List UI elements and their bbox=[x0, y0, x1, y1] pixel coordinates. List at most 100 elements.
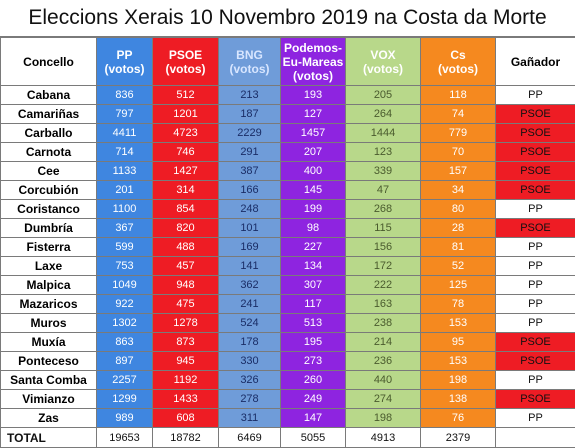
concello-cell: Muxía bbox=[1, 333, 97, 352]
concello-cell: Mazaricos bbox=[1, 295, 97, 314]
concello-cell: Malpica bbox=[1, 276, 97, 295]
psoe-votes-cell: 1192 bbox=[153, 371, 219, 390]
header-vox-unit: (votos) bbox=[346, 62, 420, 76]
cs-votes-cell: 153 bbox=[421, 314, 496, 333]
header-vox: VOX (votos) bbox=[346, 38, 421, 86]
podemos-votes-cell: 98 bbox=[281, 219, 346, 238]
vox-votes-cell: 4913 bbox=[346, 428, 421, 448]
header-cs: Cs (votos) bbox=[421, 38, 496, 86]
bng-votes-cell: 213 bbox=[219, 86, 281, 105]
pp-votes-cell: 863 bbox=[97, 333, 153, 352]
vox-votes-cell: 115 bbox=[346, 219, 421, 238]
bng-votes-cell: 362 bbox=[219, 276, 281, 295]
concello-cell: Zas bbox=[1, 409, 97, 428]
cs-votes-cell: 779 bbox=[421, 124, 496, 143]
vox-votes-cell: 205 bbox=[346, 86, 421, 105]
vox-votes-cell: 238 bbox=[346, 314, 421, 333]
bng-votes-cell: 241 bbox=[219, 295, 281, 314]
bng-votes-cell: 2229 bbox=[219, 124, 281, 143]
concello-cell: Ponteceso bbox=[1, 352, 97, 371]
header-bng-line: BNG bbox=[219, 48, 280, 62]
podemos-votes-cell: 1457 bbox=[281, 124, 346, 143]
vox-votes-cell: 47 bbox=[346, 181, 421, 200]
vox-votes-cell: 156 bbox=[346, 238, 421, 257]
podemos-votes-cell: 117 bbox=[281, 295, 346, 314]
podemos-votes-cell: 5055 bbox=[281, 428, 346, 448]
psoe-votes-cell: 746 bbox=[153, 143, 219, 162]
winner-cell: PSOE bbox=[496, 124, 575, 143]
cs-votes-cell: 74 bbox=[421, 105, 496, 124]
bng-votes-cell: 169 bbox=[219, 238, 281, 257]
cs-votes-cell: 70 bbox=[421, 143, 496, 162]
psoe-votes-cell: 945 bbox=[153, 352, 219, 371]
psoe-votes-cell: 4723 bbox=[153, 124, 219, 143]
results-table: Concello PP (votos) PSOE (votos) BNG (vo… bbox=[0, 37, 575, 448]
podemos-votes-cell: 260 bbox=[281, 371, 346, 390]
winner-cell: PSOE bbox=[496, 181, 575, 200]
vox-votes-cell: 172 bbox=[346, 257, 421, 276]
pp-votes-cell: 4411 bbox=[97, 124, 153, 143]
concello-cell: Laxe bbox=[1, 257, 97, 276]
concello-cell: Carnota bbox=[1, 143, 97, 162]
winner-cell: PSOE bbox=[496, 143, 575, 162]
cs-votes-cell: 80 bbox=[421, 200, 496, 219]
concello-cell: Santa Comba bbox=[1, 371, 97, 390]
vox-votes-cell: 264 bbox=[346, 105, 421, 124]
header-bng-unit: (votos) bbox=[219, 62, 280, 76]
cs-votes-cell: 81 bbox=[421, 238, 496, 257]
pp-votes-cell: 714 bbox=[97, 143, 153, 162]
cs-votes-cell: 157 bbox=[421, 162, 496, 181]
header-cs-line: Cs bbox=[421, 48, 495, 62]
psoe-votes-cell: 1201 bbox=[153, 105, 219, 124]
vox-votes-cell: 198 bbox=[346, 409, 421, 428]
header-winner: Gañador bbox=[496, 38, 575, 86]
bng-votes-cell: 187 bbox=[219, 105, 281, 124]
pp-votes-cell: 201 bbox=[97, 181, 153, 200]
concello-cell: Muros bbox=[1, 314, 97, 333]
concello-cell: Corcubión bbox=[1, 181, 97, 200]
winner-cell: PSOE bbox=[496, 352, 575, 371]
bng-votes-cell: 326 bbox=[219, 371, 281, 390]
psoe-votes-cell: 457 bbox=[153, 257, 219, 276]
podemos-votes-cell: 307 bbox=[281, 276, 346, 295]
header-bng: BNG (votos) bbox=[219, 38, 281, 86]
page-title: Eleccions Xerais 10 Novembro 2019 na Cos… bbox=[0, 0, 575, 37]
header-psoe: PSOE (votos) bbox=[153, 38, 219, 86]
podemos-votes-cell: 127 bbox=[281, 105, 346, 124]
bng-votes-cell: 291 bbox=[219, 143, 281, 162]
cs-votes-cell: 2379 bbox=[421, 428, 496, 448]
pp-votes-cell: 897 bbox=[97, 352, 153, 371]
header-podemos: Podemos- Eu-Mareas (votos) bbox=[281, 38, 346, 86]
pp-votes-cell: 922 bbox=[97, 295, 153, 314]
header-podemos-line2: Eu-Mareas bbox=[281, 55, 345, 69]
bng-votes-cell: 178 bbox=[219, 333, 281, 352]
psoe-votes-cell: 1278 bbox=[153, 314, 219, 333]
concello-cell: Vimianzo bbox=[1, 390, 97, 409]
cs-votes-cell: 138 bbox=[421, 390, 496, 409]
psoe-votes-cell: 314 bbox=[153, 181, 219, 200]
vox-votes-cell: 123 bbox=[346, 143, 421, 162]
podemos-votes-cell: 147 bbox=[281, 409, 346, 428]
vox-votes-cell: 339 bbox=[346, 162, 421, 181]
winner-cell: PP bbox=[496, 409, 575, 428]
vox-votes-cell: 274 bbox=[346, 390, 421, 409]
psoe-votes-cell: 820 bbox=[153, 219, 219, 238]
pp-votes-cell: 1302 bbox=[97, 314, 153, 333]
winner-cell: PP bbox=[496, 238, 575, 257]
pp-votes-cell: 1049 bbox=[97, 276, 153, 295]
podemos-votes-cell: 513 bbox=[281, 314, 346, 333]
cs-votes-cell: 34 bbox=[421, 181, 496, 200]
